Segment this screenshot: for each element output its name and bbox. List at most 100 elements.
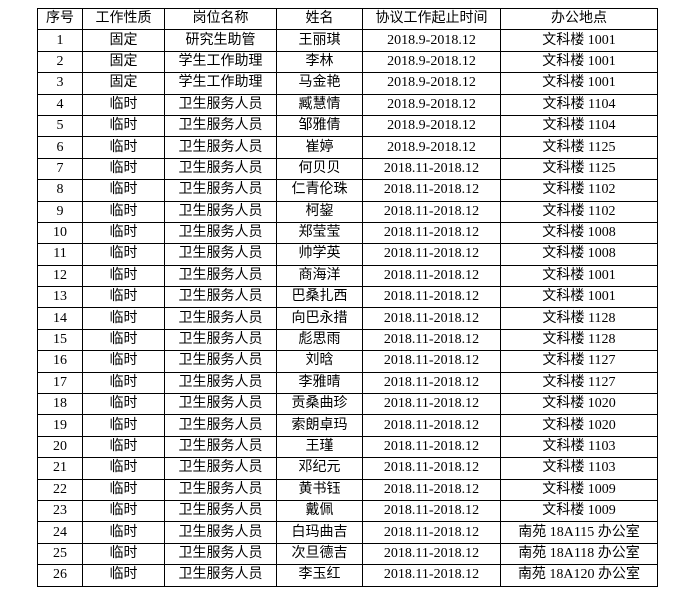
cell-index: 4 — [37, 93, 83, 116]
cell-name: 邓纪元 — [276, 457, 363, 480]
cell-period: 2018.11-2018.12 — [362, 307, 501, 330]
cell-index: 5 — [37, 114, 83, 138]
table-row: 17 临时 卫生服务人员 李雅晴 2018.11-2018.12 文科楼 1127 — [37, 371, 658, 395]
cell-period: 2018.11-2018.12 — [362, 221, 501, 245]
cell-office: 南苑 18A115 办公室 — [500, 521, 658, 544]
cell-index: 23 — [37, 499, 83, 523]
cell-office: 文科楼 1001 — [500, 50, 658, 74]
cell-office: 文科楼 1103 — [500, 435, 658, 459]
cell-work-type: 临时 — [82, 457, 165, 480]
cell-period: 2018.11-2018.12 — [362, 478, 501, 501]
table-row: 11 临时 卫生服务人员 帅学英 2018.11-2018.12 文科楼 1008 — [37, 243, 658, 266]
table-row: 4 临时 卫生服务人员 臧慧情 2018.9-2018.12 文科楼 1104 — [37, 93, 658, 116]
cell-office: 文科楼 1001 — [500, 264, 658, 288]
header-name: 姓名 — [276, 7, 363, 31]
cell-period: 2018.9-2018.12 — [362, 114, 501, 138]
cell-work-type: 临时 — [82, 414, 165, 437]
cell-index: 11 — [37, 243, 83, 266]
table-row: 6 临时 卫生服务人员 崔婷 2018.9-2018.12 文科楼 1125 — [37, 136, 658, 159]
cell-work-type: 临时 — [82, 307, 165, 330]
cell-index: 6 — [37, 136, 83, 159]
cell-position: 卫生服务人员 — [164, 264, 277, 288]
cell-name: 巴桑扎西 — [276, 286, 363, 309]
cell-position: 研究生助管 — [164, 29, 277, 52]
cell-name: 李雅晴 — [276, 371, 363, 395]
table-row: 23 临时 卫生服务人员 戴佩 2018.11-2018.12 文科楼 1009 — [37, 499, 658, 523]
cell-position: 卫生服务人员 — [164, 414, 277, 437]
table-row: 8 临时 卫生服务人员 仁青伦珠 2018.11-2018.12 文科楼 1102 — [37, 179, 658, 202]
cell-period: 2018.11-2018.12 — [362, 371, 501, 395]
cell-index: 24 — [37, 521, 83, 544]
cell-period: 2018.9-2018.12 — [362, 93, 501, 116]
cell-office: 文科楼 1125 — [500, 157, 658, 181]
cell-period: 2018.11-2018.12 — [362, 264, 501, 288]
cell-work-type: 临时 — [82, 243, 165, 266]
cell-work-type: 临时 — [82, 286, 165, 309]
cell-name: 彪思雨 — [276, 328, 363, 352]
cell-name: 黄书钰 — [276, 478, 363, 501]
cell-index: 20 — [37, 435, 83, 459]
cell-index: 22 — [37, 478, 83, 501]
cell-period: 2018.11-2018.12 — [362, 414, 501, 437]
cell-position: 卫生服务人员 — [164, 499, 277, 523]
header-row: 序号 工作性质 岗位名称 姓名 协议工作起止时间 办公地点 — [37, 7, 658, 31]
cell-office: 文科楼 1001 — [500, 72, 658, 95]
cell-period: 2018.11-2018.12 — [362, 499, 501, 523]
cell-work-type: 临时 — [82, 136, 165, 159]
cell-office: 文科楼 1008 — [500, 243, 658, 266]
cell-work-type: 临时 — [82, 114, 165, 138]
cell-position: 卫生服务人员 — [164, 243, 277, 266]
cell-work-type: 临时 — [82, 435, 165, 459]
cell-period: 2018.11-2018.12 — [362, 179, 501, 202]
table-row: 13 临时 卫生服务人员 巴桑扎西 2018.11-2018.12 文科楼 1001 — [37, 286, 658, 309]
table-row: 14 临时 卫生服务人员 向巴永措 2018.11-2018.12 文科楼 1128 — [37, 307, 658, 330]
cell-position: 卫生服务人员 — [164, 93, 277, 116]
cell-name: 索朗卓玛 — [276, 414, 363, 437]
table-row: 12 临时 卫生服务人员 商海洋 2018.11-2018.12 文科楼 1001 — [37, 264, 658, 288]
cell-work-type: 临时 — [82, 93, 165, 116]
cell-name: 向巴永措 — [276, 307, 363, 330]
cell-name: 柯鋆 — [276, 200, 363, 223]
header-position: 岗位名称 — [164, 7, 277, 31]
cell-name: 臧慧情 — [276, 93, 363, 116]
cell-name: 白玛曲吉 — [276, 521, 363, 544]
cell-office: 南苑 18A118 办公室 — [500, 542, 658, 566]
table-row: 15 临时 卫生服务人员 彪思雨 2018.11-2018.12 文科楼 1128 — [37, 328, 658, 352]
cell-work-type: 临时 — [82, 521, 165, 544]
cell-name: 邹雅倩 — [276, 114, 363, 138]
cell-position: 卫生服务人员 — [164, 457, 277, 480]
cell-name: 仁青伦珠 — [276, 179, 363, 202]
table-row: 18 临时 卫生服务人员 贡桑曲珍 2018.11-2018.12 文科楼 1020 — [37, 393, 658, 416]
cell-position: 卫生服务人员 — [164, 521, 277, 544]
cell-position: 卫生服务人员 — [164, 307, 277, 330]
table-row: 3 固定 学生工作助理 马金艳 2018.9-2018.12 文科楼 1001 — [37, 72, 658, 95]
cell-period: 2018.11-2018.12 — [362, 328, 501, 352]
cell-office: 文科楼 1008 — [500, 221, 658, 245]
cell-period: 2018.11-2018.12 — [362, 521, 501, 544]
table-row: 2 固定 学生工作助理 李林 2018.9-2018.12 文科楼 1001 — [37, 50, 658, 74]
cell-period: 2018.11-2018.12 — [362, 350, 501, 373]
cell-office: 文科楼 1128 — [500, 328, 658, 352]
cell-period: 2018.11-2018.12 — [362, 286, 501, 309]
cell-name: 李玉红 — [276, 564, 363, 587]
header-period: 协议工作起止时间 — [362, 7, 501, 31]
table-row: 10 临时 卫生服务人员 郑莹莹 2018.11-2018.12 文科楼 1008 — [37, 221, 658, 245]
table-row: 9 临时 卫生服务人员 柯鋆 2018.11-2018.12 文科楼 1102 — [37, 200, 658, 223]
cell-work-type: 临时 — [82, 542, 165, 566]
cell-position: 卫生服务人员 — [164, 286, 277, 309]
cell-office: 文科楼 1127 — [500, 371, 658, 395]
cell-period: 2018.11-2018.12 — [362, 564, 501, 587]
cell-index: 21 — [37, 457, 83, 480]
cell-period: 2018.9-2018.12 — [362, 136, 501, 159]
cell-index: 13 — [37, 286, 83, 309]
cell-name: 次旦德吉 — [276, 542, 363, 566]
cell-work-type: 临时 — [82, 371, 165, 395]
cell-work-type: 固定 — [82, 29, 165, 52]
cell-work-type: 临时 — [82, 478, 165, 501]
cell-index: 12 — [37, 264, 83, 288]
cell-name: 戴佩 — [276, 499, 363, 523]
table-row: 24 临时 卫生服务人员 白玛曲吉 2018.11-2018.12 南苑 18A115 办… — [37, 521, 658, 544]
cell-position: 卫生服务人员 — [164, 564, 277, 587]
cell-work-type: 临时 — [82, 200, 165, 223]
cell-period: 2018.11-2018.12 — [362, 157, 501, 181]
